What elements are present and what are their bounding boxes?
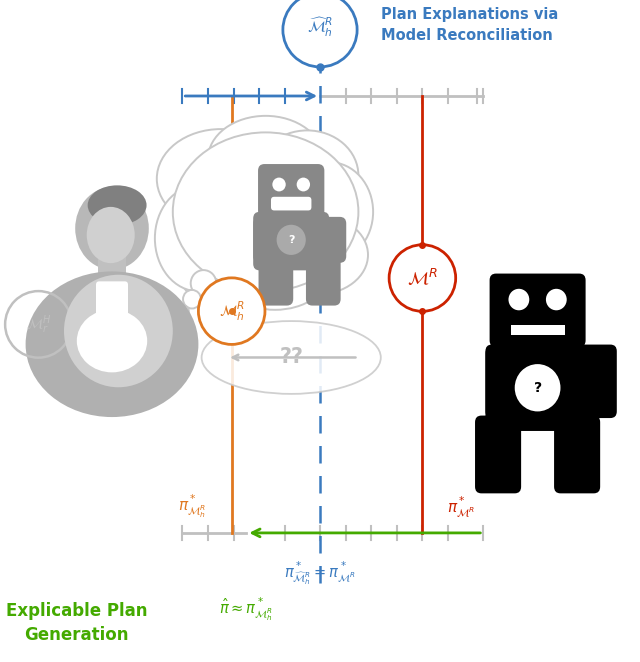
Ellipse shape (297, 177, 310, 191)
FancyBboxPatch shape (96, 281, 128, 348)
Ellipse shape (77, 310, 147, 372)
Text: $\mathcal{M}^R$: $\mathcal{M}^R$ (407, 267, 438, 289)
FancyBboxPatch shape (253, 217, 283, 263)
FancyBboxPatch shape (259, 255, 293, 306)
Ellipse shape (273, 177, 285, 191)
Text: ?: ? (288, 235, 294, 245)
Ellipse shape (515, 364, 561, 412)
Ellipse shape (155, 185, 242, 291)
Text: $\pi^*_{\mathcal{M}_h^R}$: $\pi^*_{\mathcal{M}_h^R}$ (178, 492, 206, 520)
FancyBboxPatch shape (554, 416, 600, 493)
Text: $\pi^*_{\widehat{\mathcal{M}}_h^R} = \pi^*_{\mathcal{M}^R}$: $\pi^*_{\widehat{\mathcal{M}}_h^R} = \pi… (284, 559, 356, 587)
Ellipse shape (546, 289, 567, 310)
Text: ??: ?? (279, 348, 303, 367)
Ellipse shape (283, 0, 357, 67)
Ellipse shape (221, 233, 330, 310)
Bar (284, 211, 298, 218)
FancyBboxPatch shape (490, 273, 586, 347)
FancyBboxPatch shape (485, 347, 590, 431)
Text: $\mathcal{M}_r^H$: $\mathcal{M}_r^H$ (26, 313, 51, 336)
Ellipse shape (266, 215, 368, 295)
Bar (511, 325, 564, 335)
Ellipse shape (88, 185, 147, 225)
Ellipse shape (286, 162, 373, 261)
Ellipse shape (64, 275, 173, 387)
FancyBboxPatch shape (577, 344, 617, 418)
Ellipse shape (26, 271, 198, 417)
Text: $\widehat{\mathcal{M}}_h^R$: $\widehat{\mathcal{M}}_h^R$ (307, 16, 333, 40)
FancyBboxPatch shape (306, 255, 340, 306)
Circle shape (177, 305, 189, 317)
Ellipse shape (276, 224, 306, 255)
FancyBboxPatch shape (271, 197, 312, 211)
FancyBboxPatch shape (253, 212, 329, 270)
Ellipse shape (256, 130, 358, 220)
Ellipse shape (202, 321, 381, 394)
FancyBboxPatch shape (475, 416, 521, 493)
Ellipse shape (157, 129, 285, 228)
Ellipse shape (389, 245, 456, 311)
FancyBboxPatch shape (485, 344, 525, 418)
Ellipse shape (509, 289, 529, 310)
Ellipse shape (173, 132, 358, 291)
Bar (527, 340, 548, 354)
Text: Plan Explanations via
Model Reconciliation: Plan Explanations via Model Reconciliati… (381, 7, 558, 42)
Text: $\hat{\pi} \approx \pi^*_{\mathcal{M}_h^R}$: $\hat{\pi} \approx \pi^*_{\mathcal{M}_h^… (220, 596, 273, 624)
Text: $\pi^*_{\mathcal{M}^R}$: $\pi^*_{\mathcal{M}^R}$ (447, 494, 475, 520)
Circle shape (183, 290, 201, 308)
Bar (98, 245, 126, 278)
FancyBboxPatch shape (316, 217, 346, 263)
Text: ?: ? (534, 381, 541, 395)
Ellipse shape (208, 116, 323, 202)
Ellipse shape (198, 278, 265, 344)
Text: $\mathcal{M}_h^R$: $\mathcal{M}_h^R$ (218, 299, 245, 323)
Ellipse shape (76, 187, 149, 270)
Ellipse shape (87, 207, 135, 263)
Ellipse shape (176, 222, 278, 308)
FancyBboxPatch shape (258, 164, 324, 218)
Circle shape (191, 270, 216, 297)
Text: Explicable Plan
Generation: Explicable Plan Generation (6, 602, 148, 644)
